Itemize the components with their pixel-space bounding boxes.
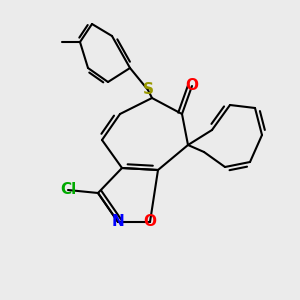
Text: S: S [142,82,154,98]
Text: N: N [112,214,124,230]
Text: Cl: Cl [60,182,76,197]
Text: O: O [185,79,199,94]
Text: O: O [143,214,157,230]
